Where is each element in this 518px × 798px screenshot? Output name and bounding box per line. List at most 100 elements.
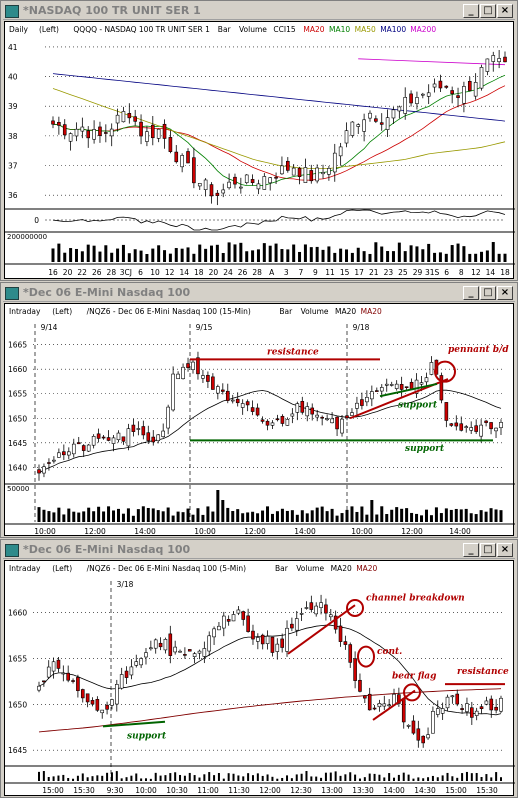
legend-item: CCI15: [273, 25, 295, 34]
window-titlebar[interactable]: *Dec 06 E-Mini Nasdaq 100 _ □ ×: [3, 542, 515, 559]
candle-body: [363, 695, 367, 699]
volume-bar: [310, 510, 314, 522]
candle-body: [426, 92, 431, 97]
volume-bar: [358, 778, 361, 781]
maximize-button[interactable]: □: [480, 543, 496, 557]
candle-body: [91, 436, 96, 446]
candle-body: [350, 412, 354, 416]
volume-bar: [67, 778, 70, 781]
candle-body: [98, 126, 102, 136]
candle-body: [275, 418, 280, 421]
volume-tick-label: 200000000: [7, 233, 47, 241]
legend-item: Bar: [279, 307, 293, 316]
volume-bar: [491, 242, 495, 262]
minimize-button[interactable]: _: [463, 286, 479, 300]
x-tick-label: 20: [63, 268, 73, 277]
volume-bar: [421, 249, 425, 262]
volume-bar: [345, 509, 349, 522]
candle-body: [503, 56, 507, 63]
volume-bar: [198, 777, 201, 781]
volume-bar: [145, 253, 149, 262]
volume-bar: [329, 772, 332, 781]
candle-body: [444, 402, 449, 421]
volume-bar: [375, 514, 379, 522]
chart-area[interactable]: Daily (Left) QQQQ - NASDAQ 100 TR UNIT SER…: [4, 21, 515, 279]
candle-body: [294, 618, 299, 631]
volume-bar: [274, 243, 278, 262]
volume-bar: [151, 508, 155, 522]
volume-bar: [479, 510, 483, 522]
candle-body: [431, 711, 435, 734]
x-tick-label: 17: [354, 268, 364, 277]
candle-body: [221, 389, 225, 392]
volume-bar: [321, 249, 325, 262]
volume-bar: [356, 247, 360, 262]
candle-body: [110, 699, 114, 706]
volume-bar: [424, 509, 428, 522]
volume-bar: [315, 776, 318, 781]
volume-bar: [169, 773, 172, 781]
ma20-line: [52, 85, 506, 181]
candle-body: [465, 703, 469, 712]
volume-bar: [193, 775, 196, 781]
candle-body: [171, 373, 175, 411]
volume-bar: [456, 243, 460, 262]
candle-body: [290, 623, 294, 629]
volume-bar: [315, 507, 319, 522]
candle-body: [71, 680, 75, 682]
candle-body: [391, 109, 396, 119]
candle-body: [176, 373, 180, 380]
volume-bar: [334, 771, 337, 781]
volume-bar: [415, 246, 419, 262]
volume-bar: [131, 515, 135, 522]
maximize-button[interactable]: □: [480, 4, 496, 18]
close-button[interactable]: ×: [497, 286, 513, 300]
volume-bar: [227, 773, 230, 781]
close-button[interactable]: ×: [497, 4, 513, 18]
candle-body: [173, 646, 177, 653]
window-titlebar[interactable]: *Dec 06 E-Mini Nasdaq 100 _ □ ×: [3, 285, 515, 302]
volume-bar: [285, 510, 289, 522]
volume-bar: [355, 511, 359, 522]
annotation-bear-flag: bear flag: [392, 672, 436, 682]
volume-bar: [239, 242, 243, 262]
minimize-button[interactable]: _: [463, 4, 479, 18]
close-button[interactable]: ×: [497, 543, 513, 557]
minimize-button[interactable]: _: [463, 543, 479, 557]
candle-body: [397, 694, 401, 704]
candle-body: [335, 416, 339, 430]
volume-bar: [121, 244, 125, 262]
chart-area[interactable]: Intraday (Left) /NQZ6 - Dec 06 E-Mini Nasd…: [4, 560, 515, 796]
legend-item: MA100: [380, 25, 406, 34]
candle-body: [319, 602, 323, 608]
volume-bar: [164, 775, 167, 781]
candle-body: [68, 133, 73, 142]
candle-body: [450, 90, 454, 95]
candle-body: [429, 362, 434, 375]
candle-body: [374, 118, 378, 122]
volume-bar: [485, 250, 489, 262]
maximize-button[interactable]: □: [480, 286, 496, 300]
candle-body: [216, 386, 220, 394]
volume-bar: [441, 775, 444, 781]
volume-bar: [86, 244, 90, 262]
x-tick-label: 15:30: [476, 786, 498, 795]
volume-bar: [133, 249, 137, 262]
volume-bar: [370, 500, 374, 522]
chart-area[interactable]: Intraday (Left) /NQZ6 - Dec 06 E-Mini Nasd…: [4, 303, 515, 536]
candle-body: [119, 674, 124, 689]
y-tick-label: 1655: [8, 654, 27, 663]
window-titlebar[interactable]: *NASDAQ 100 TR UNIT SER 1 _ □ ×: [3, 3, 515, 20]
volume-bar: [231, 511, 235, 522]
candle-body: [105, 704, 109, 710]
candle-body: [61, 672, 66, 675]
x-tick-label: 12: [471, 268, 481, 277]
candle-body: [449, 423, 454, 426]
legend-item: MA20: [331, 564, 352, 573]
volume-bar: [271, 776, 274, 781]
x-tick-label: 16: [48, 268, 58, 277]
y-tick-label: 1645: [8, 439, 27, 448]
candle-body: [46, 666, 51, 678]
x-tick-label: 6: [138, 268, 143, 277]
volume-bar: [433, 252, 437, 262]
